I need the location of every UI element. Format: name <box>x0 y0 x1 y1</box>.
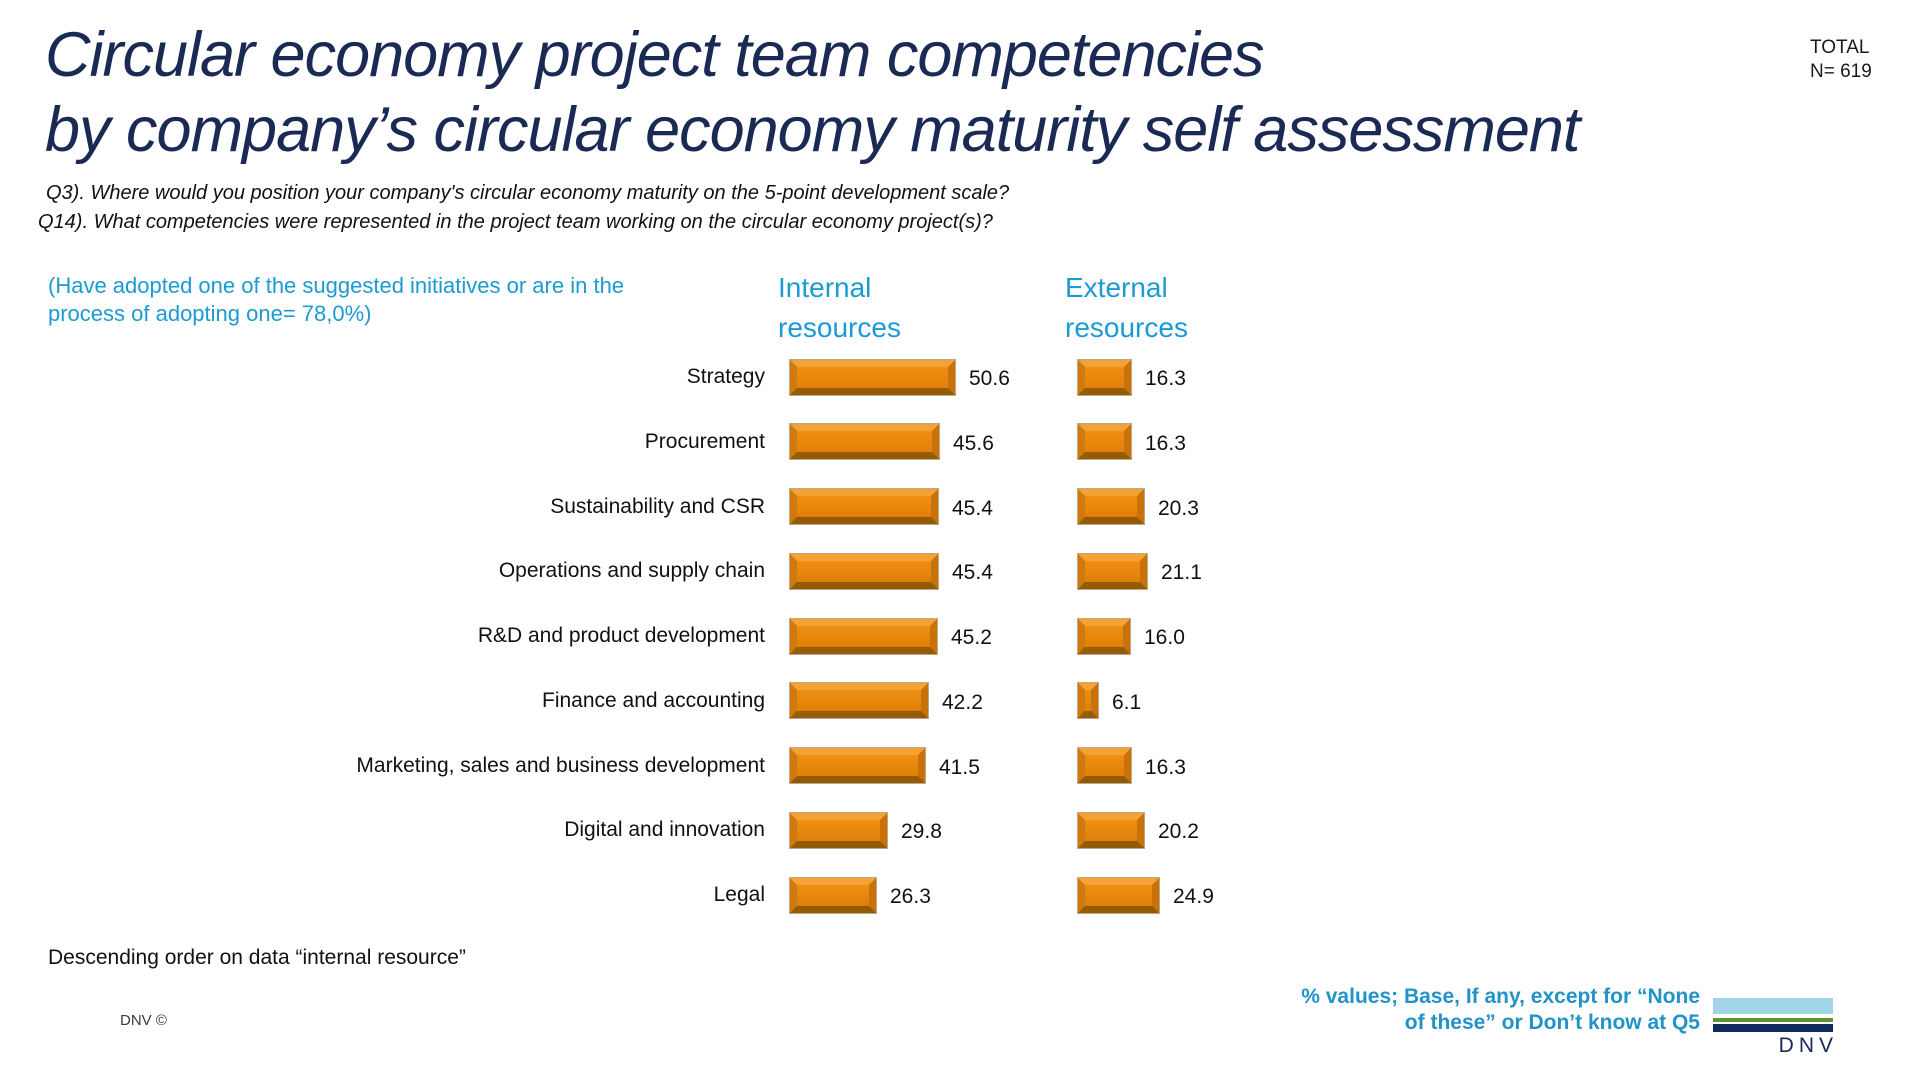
category-label: Legal <box>713 883 765 906</box>
external-value: 21.1 <box>1161 561 1202 585</box>
external-value: 16.3 <box>1145 431 1186 455</box>
base-values-note: % values; Base, If any, except for “None… <box>1301 984 1700 1036</box>
external-value: 16.0 <box>1144 626 1185 649</box>
category-label: Procurement <box>644 429 765 453</box>
logo-bar-green <box>1713 1018 1833 1022</box>
external-bar <box>1077 488 1145 525</box>
internal-bar <box>789 617 938 655</box>
external-bar <box>1077 747 1132 784</box>
page-title-line1: Circular economy project team competenci… <box>45 20 1265 90</box>
page-title: Circular economy project team competenci… <box>45 18 1580 168</box>
total-sample-size: TOTAL N= 619 <box>1810 36 1872 84</box>
internal-value: 45.2 <box>951 626 992 649</box>
external-value: 6.1 <box>1112 690 1142 714</box>
internal-value: 41.5 <box>939 755 980 779</box>
internal-bar <box>789 358 956 396</box>
column-header-external: External resources <box>1065 272 1188 343</box>
internal-value: 45.4 <box>952 496 993 520</box>
base-values-note-line2: of these” or Don’t know at Q5 <box>1404 1011 1700 1034</box>
external-value: 20.2 <box>1158 820 1199 844</box>
internal-value: 26.3 <box>890 885 931 908</box>
external-value: 16.3 <box>1145 367 1186 390</box>
copyright-text: DNV © <box>120 1012 167 1029</box>
internal-bar <box>789 552 939 590</box>
logo-bar-navy <box>1713 1024 1833 1032</box>
logo-wordmark: DNV <box>1778 1034 1838 1057</box>
external-bar <box>1077 617 1131 655</box>
external-value: 24.9 <box>1173 885 1214 908</box>
category-label: R&D and product development <box>477 624 765 647</box>
category-label: Strategy <box>686 365 765 388</box>
external-bar <box>1077 682 1099 720</box>
internal-bar <box>789 811 888 849</box>
base-values-note-line1: % values; Base, If any, except for “None <box>1301 985 1700 1008</box>
dnv-logo: DNV <box>1713 998 1833 1058</box>
category-label: Sustainability and CSR <box>550 494 765 518</box>
internal-value: 50.6 <box>969 367 1010 390</box>
external-bar <box>1077 358 1132 396</box>
sort-order-note: Descending order on data “internal resou… <box>48 946 466 969</box>
column-header-internal: Internal resources <box>778 272 901 343</box>
internal-bar <box>789 488 939 525</box>
external-bar <box>1077 811 1145 849</box>
logo-bar-lightblue <box>1713 998 1833 1014</box>
category-label: Finance and accounting <box>542 688 765 712</box>
total-label: TOTAL <box>1810 37 1870 58</box>
total-n-value: N= 619 <box>1810 61 1872 82</box>
question-q14: Q14). What competencies were represented… <box>38 211 993 233</box>
internal-bar <box>789 876 877 914</box>
adoption-note: (Have adopted one of the suggested initi… <box>48 273 625 326</box>
external-bar <box>1077 423 1132 461</box>
external-bar <box>1077 552 1148 590</box>
internal-value: 45.4 <box>952 561 993 585</box>
internal-value: 29.8 <box>901 820 942 844</box>
external-bar <box>1077 876 1160 914</box>
external-value: 20.3 <box>1158 496 1199 520</box>
question-q3: Q3). Where would you position your compa… <box>46 182 1010 204</box>
internal-bar <box>789 747 926 784</box>
internal-bar <box>789 423 940 461</box>
category-label: Operations and supply chain <box>498 559 765 583</box>
internal-value: 42.2 <box>942 690 983 714</box>
external-value: 16.3 <box>1145 755 1186 779</box>
category-label: Marketing, sales and business developmen… <box>356 753 765 777</box>
internal-bar <box>789 682 929 720</box>
internal-value: 45.6 <box>953 431 994 455</box>
category-label: Digital and innovation <box>564 818 765 842</box>
page-title-line2: by company’s circular economy maturity s… <box>45 95 1580 165</box>
